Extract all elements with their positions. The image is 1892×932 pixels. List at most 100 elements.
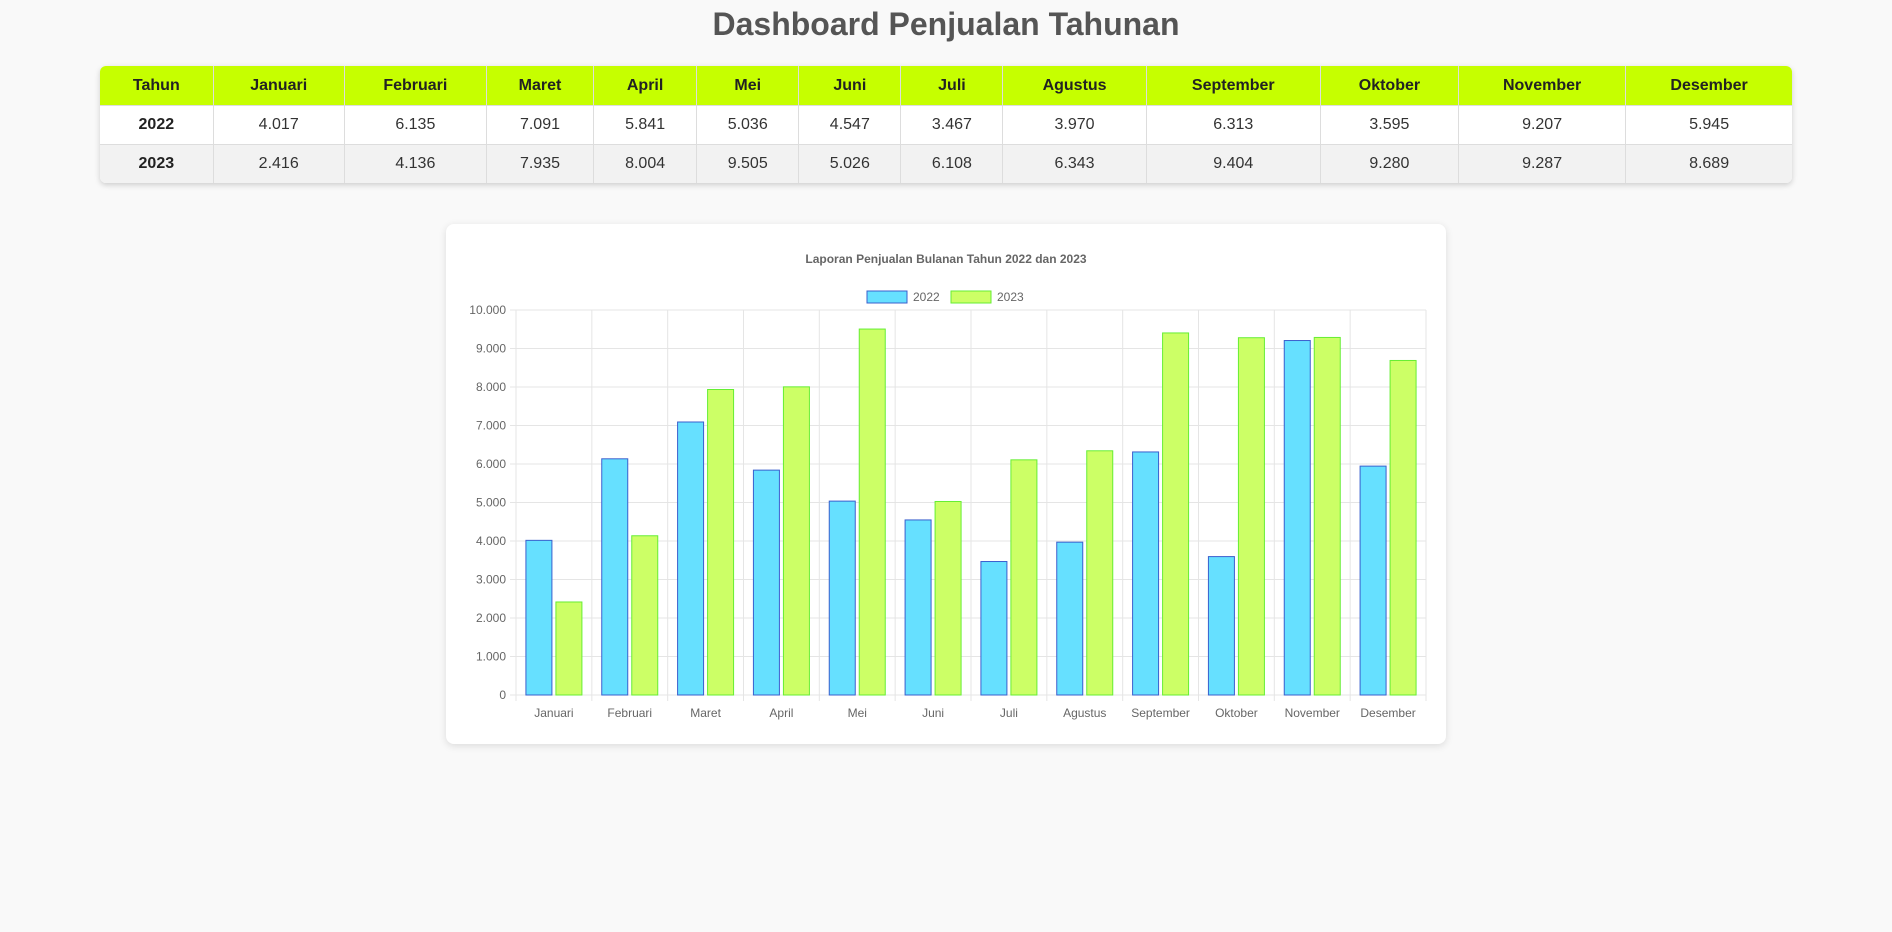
y-tick-label: 10.000 [469, 303, 506, 317]
header-cell: Mei [696, 66, 800, 106]
bar-2022-agustus[interactable] [1056, 541, 1084, 696]
bar-2023-januari[interactable] [555, 601, 583, 696]
x-tick-label: Oktober [1215, 706, 1258, 720]
bar-2022-november[interactable] [1283, 340, 1311, 696]
bar-2023-oktober[interactable] [1237, 337, 1265, 696]
bar-2023-november[interactable] [1313, 336, 1341, 696]
bar-2023-september[interactable] [1162, 332, 1190, 696]
bar-2022-april[interactable] [752, 469, 780, 696]
table-cell: 8.004 [593, 144, 698, 183]
bar-2023-april[interactable] [782, 386, 810, 696]
year-cell: 2023 [100, 144, 214, 183]
bar-2023-mei[interactable] [858, 328, 886, 696]
page-title: Dashboard Penjualan Tahunan [712, 6, 1180, 42]
x-tick-label: Mei [848, 706, 867, 720]
table-cell: 5.026 [798, 144, 902, 183]
y-tick-label: 1.000 [476, 650, 506, 664]
table-cell: 9.280 [1320, 144, 1460, 183]
y-tick-label: 2.000 [476, 611, 506, 625]
y-tick-label: 9.000 [476, 342, 506, 356]
table-cell: 4.136 [344, 144, 487, 183]
chart-title: Laporan Penjualan Bulanan Tahun 2022 dan… [805, 252, 1087, 266]
x-tick-label: Juli [1000, 706, 1018, 720]
chart-grid [510, 309, 1427, 701]
bar-2023-agustus[interactable] [1086, 450, 1114, 696]
header-cell: September [1146, 66, 1321, 106]
x-tick-label: April [769, 706, 793, 720]
table-cell: 6.313 [1146, 105, 1321, 145]
header-cell: Maret [486, 66, 595, 106]
legend-item-2023[interactable]: 2023 [950, 290, 1024, 304]
header-cell: Februari [344, 66, 487, 106]
table-cell: 5.841 [593, 105, 698, 145]
bar-2022-maret[interactable] [677, 421, 705, 696]
bar-2022-desember[interactable] [1359, 465, 1387, 696]
bar-2023-maret[interactable] [707, 389, 735, 696]
header-cell: Juni [798, 66, 902, 106]
legend-item-2022[interactable]: 2022 [866, 290, 940, 304]
y-tick-label: 7.000 [476, 419, 506, 433]
table-cell: 8.689 [1625, 144, 1792, 183]
bar-2023-juli[interactable] [1010, 459, 1038, 696]
header-cell: Agustus [1002, 66, 1147, 106]
x-tick-label: Maret [690, 706, 721, 720]
table-cell: 4.017 [213, 105, 345, 145]
bar-2023-desember[interactable] [1389, 359, 1417, 696]
y-tick-label: 8.000 [476, 380, 506, 394]
header-cell: November [1458, 66, 1627, 106]
header-cell: Januari [213, 66, 345, 106]
table-cell: 2.416 [213, 144, 345, 183]
bar-2022-mei[interactable] [828, 500, 856, 696]
legend-label: 2023 [997, 290, 1024, 304]
table-cell: 4.547 [798, 105, 902, 145]
table-cell: 6.108 [900, 144, 1004, 183]
table-row: 2022 4.017 6.135 7.091 5.841 5.036 4.547… [100, 105, 1792, 145]
table-row: 2023 2.416 4.136 7.935 8.004 9.505 5.026… [100, 144, 1792, 183]
x-tick-label: Februari [607, 706, 652, 720]
legend-swatch [950, 290, 992, 304]
bar-2022-juni[interactable] [904, 519, 932, 696]
table-cell: 9.505 [696, 144, 800, 183]
table-cell: 7.935 [486, 144, 595, 183]
table-cell: 3.467 [900, 105, 1004, 145]
header-cell: April [593, 66, 698, 106]
y-axis: 0 1.000 2.000 3.000 4.000 5.000 6.000 7.000 8.00… [469, 303, 506, 702]
bar-2022-oktober[interactable] [1207, 556, 1235, 696]
bar-2022-januari[interactable] [525, 539, 553, 696]
bar-2023-februari[interactable] [631, 535, 659, 696]
year-cell: 2022 [100, 105, 214, 145]
x-axis: Januari Februari Maret April Mei Juni Juli Agus… [534, 706, 1416, 720]
x-tick-label: Agustus [1063, 706, 1106, 720]
table-cell: 7.091 [486, 105, 595, 145]
y-tick-label: 0 [499, 688, 506, 702]
bar-2022-juli[interactable] [980, 561, 1008, 696]
table-cell: 5.945 [1625, 105, 1792, 145]
table-header-row: Tahun Januari Februari Maret April Mei J… [100, 66, 1792, 106]
bar-2023-juni[interactable] [934, 500, 962, 696]
bar-2022-september[interactable] [1132, 451, 1160, 696]
sales-bar-chart: Laporan Penjualan Bulanan Tahun 2022 dan… [469, 252, 1427, 720]
header-cell: Oktober [1320, 66, 1460, 106]
header-cell: Tahun [100, 66, 214, 106]
chart-legend[interactable]: 2022 2023 [866, 290, 1024, 304]
y-tick-label: 6.000 [476, 457, 506, 471]
y-tick-label: 5.000 [476, 496, 506, 510]
table-cell: 6.135 [344, 105, 487, 145]
sales-table-container: Tahun Januari Februari Maret April Mei J… [100, 66, 1792, 183]
table-cell: 9.207 [1458, 105, 1627, 145]
y-tick-label: 3.000 [476, 573, 506, 587]
bar-2022-februari[interactable] [601, 458, 629, 696]
x-tick-label: November [1285, 706, 1340, 720]
table-cell: 3.595 [1320, 105, 1460, 145]
x-tick-label: Januari [534, 706, 573, 720]
chart-bars [525, 328, 1417, 696]
table-cell: 9.287 [1458, 144, 1627, 183]
legend-swatch [866, 290, 908, 304]
x-tick-label: Desember [1360, 706, 1415, 720]
table-cell: 9.404 [1146, 144, 1321, 183]
x-tick-label: Juni [922, 706, 944, 720]
chart-card: Laporan Penjualan Bulanan Tahun 2022 dan… [446, 224, 1446, 744]
table-cell: 3.970 [1002, 105, 1147, 145]
header-cell: Juli [900, 66, 1004, 106]
header-cell: Desember [1625, 66, 1792, 106]
